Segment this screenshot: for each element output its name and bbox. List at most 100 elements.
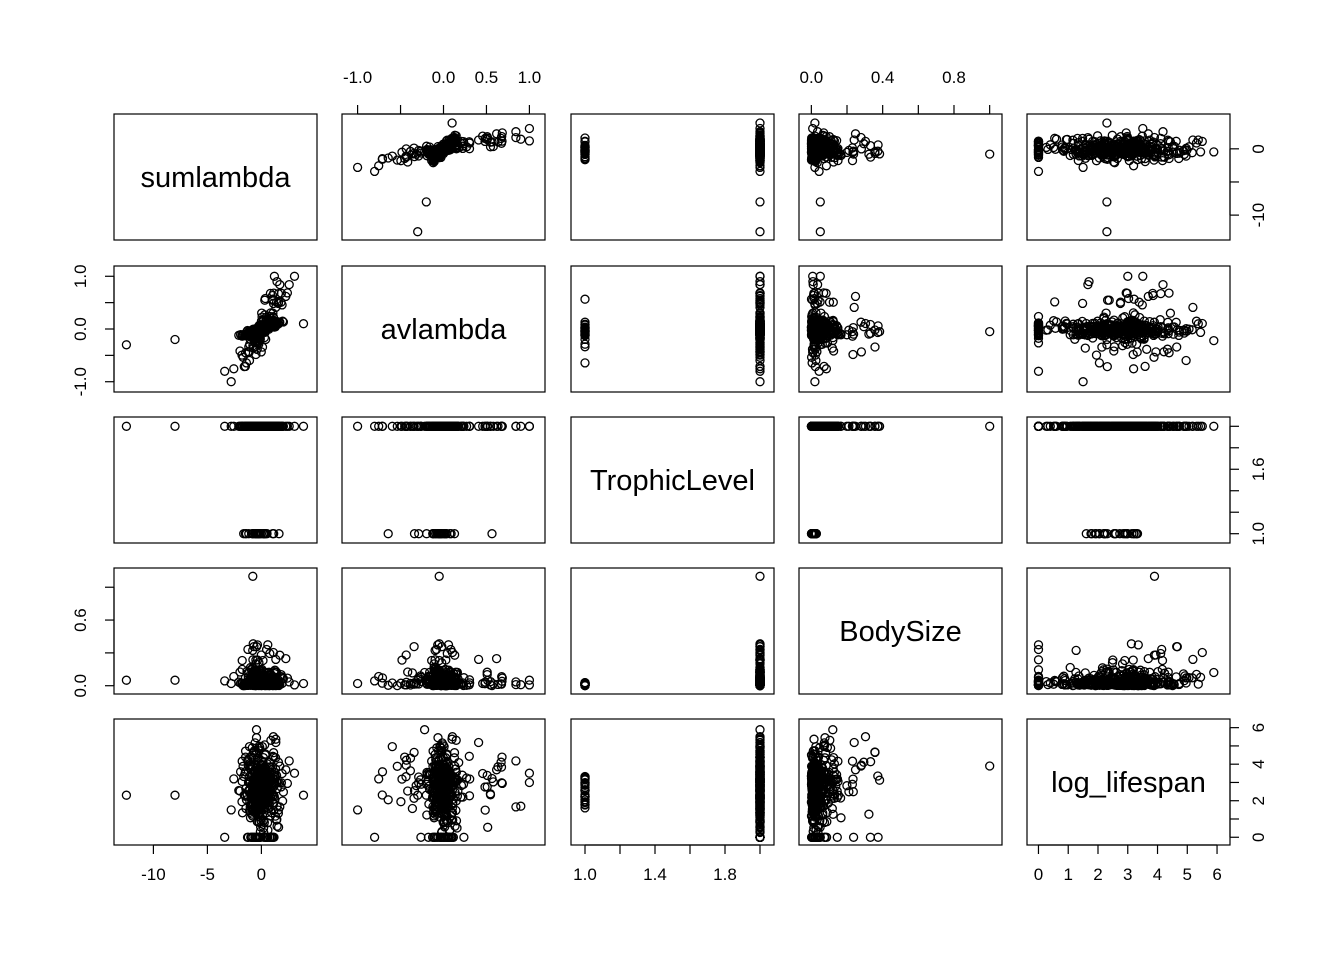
panel-frame — [113, 113, 318, 241]
data-point — [464, 137, 474, 147]
data-point — [352, 162, 363, 173]
data-point — [524, 421, 535, 431]
data-point — [1172, 342, 1182, 352]
data-point — [1195, 327, 1206, 338]
data-point — [755, 149, 765, 159]
panel-frame — [570, 265, 775, 393]
data-point — [580, 358, 590, 368]
data-point — [1078, 162, 1088, 173]
data-point — [1188, 302, 1198, 313]
data-point — [1195, 147, 1206, 157]
data-point — [383, 529, 393, 539]
data-point — [480, 136, 490, 147]
data-point — [284, 279, 294, 290]
data-point — [755, 197, 765, 207]
data-point — [1142, 344, 1152, 354]
data-point — [431, 149, 441, 159]
data-point — [413, 227, 423, 237]
data-point — [1123, 271, 1133, 281]
data-point — [755, 271, 765, 281]
panel-sumlambda-vs-TrophicLevel — [570, 113, 775, 241]
data-point — [1050, 297, 1060, 307]
data-point — [810, 377, 820, 387]
panel-TrophicLevel-vs-TrophicLevel: TrophicLevel — [570, 416, 775, 544]
data-point — [755, 162, 765, 173]
data-point — [387, 151, 397, 161]
panel-avlambda-vs-avlambda: avlambda — [341, 265, 546, 393]
data-point — [374, 161, 384, 171]
data-point — [298, 319, 309, 329]
data-point — [1209, 421, 1219, 431]
data-point — [524, 123, 535, 134]
data-point — [433, 147, 443, 157]
panel-sumlambda-vs-avlambda — [341, 113, 546, 241]
data-point — [421, 197, 431, 207]
data-point — [1102, 118, 1112, 128]
variable-label-sumlambda: sumlambda — [141, 162, 292, 194]
data-point — [985, 326, 995, 337]
data-point — [828, 346, 839, 356]
data-point — [1128, 161, 1139, 171]
data-point — [1165, 308, 1176, 318]
data-point — [755, 136, 765, 146]
data-point — [516, 421, 526, 431]
data-point — [1077, 298, 1088, 309]
data-point — [580, 143, 590, 153]
data-point — [821, 364, 832, 374]
variable-label-avlambda: avlambda — [381, 314, 508, 346]
data-point — [1149, 352, 1159, 362]
panel-frame — [1026, 416, 1231, 544]
data-point — [298, 421, 309, 431]
data-point — [170, 334, 180, 345]
data-point — [387, 421, 397, 431]
data-point — [121, 421, 132, 431]
data-point — [1033, 366, 1044, 376]
data-point — [1151, 347, 1161, 357]
data-point — [755, 140, 765, 150]
panel-frame — [570, 113, 775, 241]
data-point — [1033, 166, 1044, 177]
data-point — [1128, 364, 1139, 374]
panel-frame — [341, 113, 546, 241]
data-point — [485, 137, 496, 147]
data-point — [821, 161, 832, 171]
data-point — [1140, 361, 1150, 372]
data-point — [985, 149, 995, 159]
panels-layer: sumlambdaavlambdaTrophicLevelBodySizelog… — [113, 113, 1231, 846]
data-point — [755, 118, 765, 128]
panel-TrophicLevel-vs-log_lifespan — [1026, 416, 1231, 544]
data-point — [422, 145, 432, 155]
data-point — [352, 421, 363, 431]
data-point — [289, 271, 300, 281]
data-point — [516, 134, 526, 144]
data-point — [856, 347, 867, 357]
data-point — [1078, 377, 1088, 387]
data-point — [1209, 147, 1219, 157]
panel-sumlambda-vs-sumlambda: sumlambda — [113, 113, 318, 241]
data-point — [985, 421, 995, 431]
data-point — [524, 136, 535, 146]
data-point — [434, 149, 444, 159]
data-point — [447, 118, 457, 128]
data-point — [170, 421, 180, 431]
data-point — [1156, 288, 1166, 299]
data-point — [1164, 288, 1174, 298]
data-point — [580, 145, 590, 156]
data-point — [1097, 342, 1107, 352]
data-point — [496, 138, 507, 148]
data-point — [1158, 279, 1168, 290]
data-point — [755, 227, 765, 237]
panel-sumlambda-vs-log_lifespan — [1026, 113, 1231, 241]
data-point — [450, 132, 460, 143]
data-point — [815, 197, 825, 207]
data-point — [416, 146, 426, 156]
data-point — [220, 366, 230, 376]
data-point — [819, 361, 829, 372]
data-point — [755, 166, 765, 177]
data-point — [377, 153, 388, 164]
data-point — [461, 142, 472, 152]
data-point — [815, 227, 825, 237]
data-point — [580, 155, 590, 165]
data-point — [848, 349, 858, 360]
